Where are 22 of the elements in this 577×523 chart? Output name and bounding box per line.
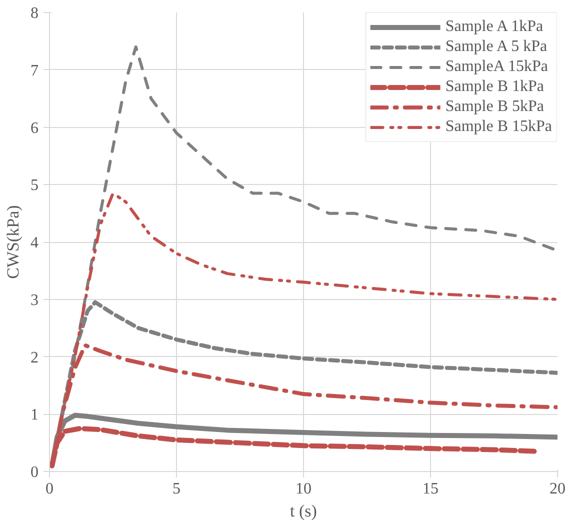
y-axis-title: CWS(kPa) — [4, 205, 22, 279]
legend-label: SampleA 15kPa — [445, 58, 548, 76]
x-tick-label: 10 — [296, 480, 312, 498]
y-tick-label: 1 — [30, 406, 38, 424]
y-tick-label: 7 — [30, 62, 38, 80]
y-tick-label: 4 — [30, 234, 38, 252]
y-tick-label: 5 — [30, 177, 38, 194]
x-tick-label: 15 — [422, 480, 438, 498]
legend-label: Sample B 1kPa — [445, 78, 544, 96]
y-tick-label: 8 — [30, 5, 38, 22]
y-tick-label: 2 — [30, 349, 38, 366]
legend-label: Sample A 5 kPa — [445, 38, 548, 56]
x-tick-label: 20 — [550, 480, 566, 498]
y-tick-label: 0 — [30, 464, 38, 481]
y-tick-label: 3 — [30, 292, 38, 309]
x-axis-title: t (s) — [290, 502, 317, 520]
legend-label: Sample A 1kPa — [445, 18, 544, 36]
legend-label: Sample B 15kPa — [445, 118, 552, 136]
x-tick-label: 5 — [172, 480, 180, 498]
y-tick-label: 6 — [30, 120, 38, 137]
legend-label: Sample B 5kPa — [445, 98, 544, 116]
x-tick-label: 0 — [46, 480, 54, 498]
